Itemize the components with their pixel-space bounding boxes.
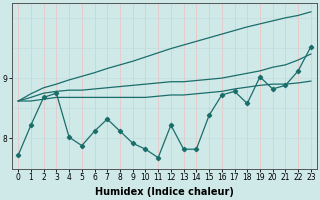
X-axis label: Humidex (Indice chaleur): Humidex (Indice chaleur) (95, 187, 234, 197)
